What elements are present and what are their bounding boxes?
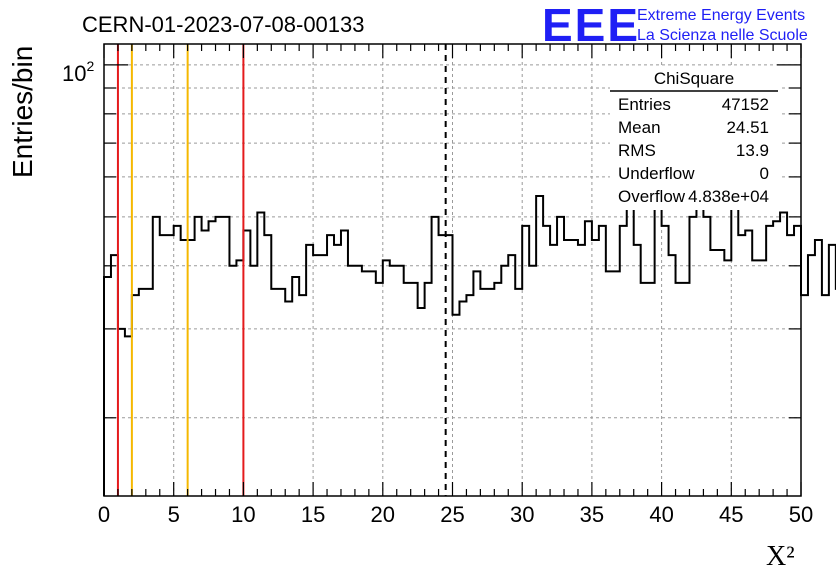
x-tick-label: 30: [510, 502, 534, 527]
x-tick-label: 45: [719, 502, 743, 527]
eee-logo: EEE: [542, 0, 640, 51]
stats-title: ChiSquare: [654, 69, 734, 88]
stats-box-background: [610, 66, 780, 210]
stats-mean-value: 24.51: [726, 118, 769, 137]
histogram-series: [103, 183, 836, 496]
reference-lines: [116, 44, 447, 496]
x-tick-label: 25: [440, 502, 464, 527]
x-tick-label: 0: [98, 502, 110, 527]
stats-entries-value: 47152: [722, 95, 769, 114]
y-axis-label: Entries/bin: [7, 46, 38, 178]
axis-ticks: [103, 44, 802, 496]
stats-overflow-value: 4.838e+04: [688, 187, 769, 206]
x-tick-label: 35: [580, 502, 604, 527]
histogram-line: [103, 183, 836, 496]
x-tick-label: 20: [371, 502, 395, 527]
logo-line2: La Scienza nelle Scuole: [637, 27, 808, 44]
x-tick-label: 50: [789, 502, 813, 527]
chart-title: CERN-01-2023-07-08-00133: [82, 12, 365, 37]
stats-box: ChiSquare Entries 47152 Mean 24.51 RMS 1…: [610, 66, 780, 210]
x-tick-label: 40: [649, 502, 673, 527]
stats-overflow-label: Overflow: [618, 187, 686, 206]
logo-line1: Extreme Energy Events: [637, 7, 805, 24]
stats-mean-label: Mean: [618, 118, 661, 137]
x-tick-label: 15: [301, 502, 325, 527]
y-tick-label-100: 102: [62, 58, 94, 86]
x-tick-labels: 0 5 10 15 20 25 30 35 40 45 50: [98, 502, 813, 527]
x-tick-label: 10: [231, 502, 255, 527]
stats-underflow-value: 0: [760, 164, 769, 183]
stats-rms-value: 13.9: [736, 141, 769, 160]
stats-entries-label: Entries: [618, 95, 671, 114]
x-axis-label: X²: [766, 541, 795, 572]
x-tick-label: 5: [168, 502, 180, 527]
stats-rms-label: RMS: [618, 141, 656, 160]
stats-underflow-label: Underflow: [618, 164, 695, 183]
